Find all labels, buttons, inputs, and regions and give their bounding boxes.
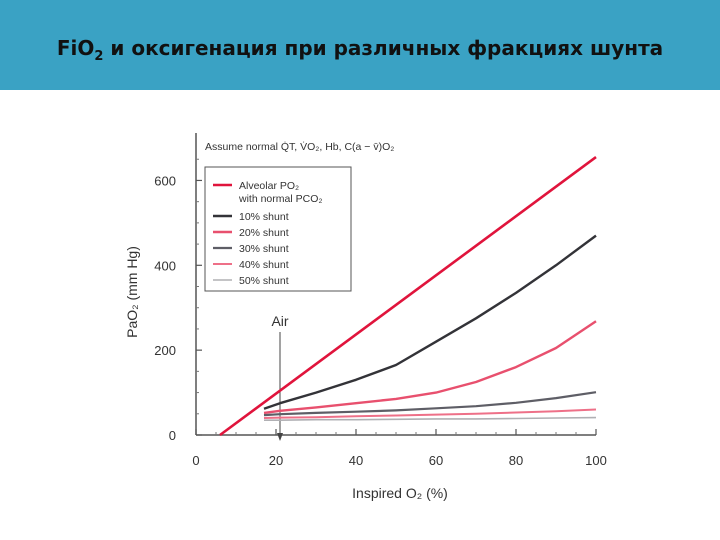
series-line-4 bbox=[263, 408, 597, 419]
air-annotation: Air bbox=[271, 313, 289, 441]
series-line-3 bbox=[263, 391, 597, 417]
x-tick-label: 40 bbox=[349, 453, 363, 468]
title-prefix: FiO bbox=[56, 36, 95, 60]
ticks: 0 20 40 60 80 100 0 200 400 600 bbox=[154, 158, 607, 468]
x-tick-label: 0 bbox=[192, 453, 199, 468]
legend-label-0: Alveolar PO₂ with normal PCO₂ bbox=[238, 180, 322, 205]
slide-title: FiO2 и оксигенация при различных фракция… bbox=[0, 0, 720, 90]
y-tick-label: 600 bbox=[154, 173, 176, 188]
x-tick-label: 60 bbox=[429, 453, 443, 468]
series-line-2 bbox=[263, 320, 597, 415]
y-tick-label: 0 bbox=[169, 428, 176, 443]
series-line-0 bbox=[219, 156, 597, 437]
legend-label-2: 20% shunt bbox=[239, 227, 289, 239]
series-line-1 bbox=[263, 234, 597, 410]
header-bar bbox=[0, 0, 720, 90]
air-arrowhead bbox=[277, 433, 283, 441]
series-lines bbox=[219, 156, 597, 437]
series-line-5 bbox=[264, 416, 597, 422]
legend-label-1: 10% shunt bbox=[239, 211, 289, 223]
x-tick-label: 20 bbox=[269, 453, 283, 468]
y-axis-title: PaO₂ (mm Hg) bbox=[124, 246, 140, 338]
legend-label-4: 40% shunt bbox=[239, 259, 289, 271]
title-rest: и оксигенация при различных фракциях шун… bbox=[103, 36, 664, 60]
legend-box bbox=[204, 166, 352, 292]
chart-note: Assume normal Q̇T, V̇O₂, Hb, C(a − v̄)O₂ bbox=[205, 140, 394, 153]
x-tick-label: 100 bbox=[585, 453, 607, 468]
y-tick-label: 200 bbox=[154, 343, 176, 358]
x-tick-label: 80 bbox=[509, 453, 523, 468]
legend: Alveolar PO₂ with normal PCO₂ 10% shunt 20%… bbox=[204, 166, 352, 292]
x-axis-title: Inspired O₂ (%) bbox=[352, 485, 448, 501]
air-label: Air bbox=[271, 313, 288, 329]
title-subscript: 2 bbox=[94, 49, 104, 64]
legend-items: Alveolar PO₂ with normal PCO₂ 10% shunt 20%… bbox=[213, 180, 322, 287]
legend-label-5: 50% shunt bbox=[239, 275, 289, 287]
legend-label-3: 30% shunt bbox=[239, 243, 289, 255]
y-tick-label: 400 bbox=[154, 258, 176, 273]
